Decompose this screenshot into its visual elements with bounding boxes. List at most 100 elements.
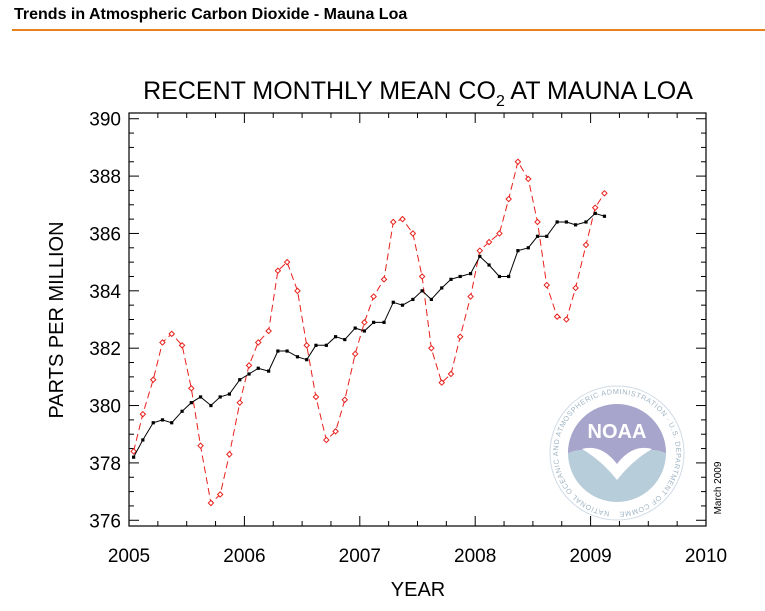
seasonally-corrected-point xyxy=(218,395,222,399)
seasonally-corrected-point xyxy=(564,220,568,224)
monthly-mean-point xyxy=(130,448,137,455)
seasonally-corrected-point xyxy=(160,418,165,422)
y-tick-label: 378 xyxy=(89,454,121,475)
seasonally-corrected-point xyxy=(516,249,520,253)
monthly-mean-point xyxy=(476,247,484,254)
seasonally-corrected-point xyxy=(468,272,473,276)
seasonally-corrected-point xyxy=(420,289,424,293)
x-tick-label: 2007 xyxy=(339,546,381,567)
monthly-mean-point xyxy=(601,189,608,197)
y-tick-label: 382 xyxy=(89,339,121,360)
seasonally-corrected-point xyxy=(362,329,367,333)
seasonally-corrected-point xyxy=(276,349,280,353)
seasonally-corrected-point xyxy=(180,409,184,413)
monthly-mean-point xyxy=(332,428,339,435)
monthly-mean-point xyxy=(514,158,522,166)
monthly-mean-point xyxy=(572,284,579,292)
monthly-mean-point xyxy=(428,344,435,352)
seasonally-corrected-point xyxy=(391,300,395,304)
x-tick-label: 2009 xyxy=(569,546,611,567)
seasonally-corrected-point xyxy=(132,455,136,459)
seasonally-corrected-point xyxy=(170,421,174,425)
date-annotation: March 2009 xyxy=(713,461,724,514)
monthly-mean-point xyxy=(188,385,195,392)
monthly-mean-point xyxy=(582,241,590,249)
page-header-title: Trends in Atmospheric Carbon Dioxide - M… xyxy=(14,6,408,23)
monthly-mean-point xyxy=(159,339,166,346)
y-axis-label: PARTS PER MILLION xyxy=(46,221,68,418)
seasonally-corrected-point xyxy=(429,297,433,302)
seasonally-corrected-point xyxy=(449,277,453,281)
seasonally-corrected-point xyxy=(353,326,357,330)
seasonally-corrected-point xyxy=(238,378,242,382)
seasonally-corrected-point xyxy=(189,401,193,405)
seasonally-corrected-point xyxy=(458,274,462,279)
monthly-mean-point xyxy=(294,287,301,295)
header-divider xyxy=(12,29,765,31)
seasonally-corrected-point xyxy=(305,358,309,362)
monthly-mean-point xyxy=(456,333,464,341)
monthly-mean-point xyxy=(303,342,311,349)
monthly-mean-point xyxy=(323,436,330,444)
axis-ticks xyxy=(128,113,707,526)
monthly-mean-point xyxy=(399,215,406,223)
y-tick-label: 384 xyxy=(89,282,121,303)
chart-title: RECENT MONTHLY MEAN CO2 AT MAUNA LOA xyxy=(143,77,693,110)
seasonally-corrected-point xyxy=(573,223,578,227)
monthly-mean-point xyxy=(496,230,503,237)
noaa-logo-text: NOAA xyxy=(588,421,647,443)
seasonally-corrected-point xyxy=(555,220,559,224)
seasonally-corrected-point xyxy=(295,355,300,359)
monthly-mean-point xyxy=(274,267,282,275)
seasonally-corrected-point xyxy=(227,392,231,396)
seasonally-corrected-point xyxy=(247,372,251,376)
seasonally-corrected-point xyxy=(285,349,289,353)
seasonally-corrected-point xyxy=(497,274,502,279)
seasonally-corrected-point xyxy=(593,211,597,215)
monthly-mean-point xyxy=(591,204,599,211)
monthly-mean-point xyxy=(553,313,561,320)
monthly-mean-point xyxy=(505,195,512,203)
monthly-mean-point xyxy=(226,450,233,458)
monthly-mean-point xyxy=(485,238,493,246)
seasonally-corrected-point xyxy=(209,403,213,408)
x-tick-label: 2005 xyxy=(108,546,150,567)
seasonally-corrected-point xyxy=(256,366,260,370)
y-tick-label: 390 xyxy=(89,110,121,131)
seasonally-corrected-point xyxy=(526,246,530,250)
seasonally-corrected-point xyxy=(267,369,271,373)
monthly-mean-point xyxy=(149,376,157,384)
series-layer xyxy=(130,158,608,507)
y-tick-label: 376 xyxy=(89,511,121,532)
monthly-mean-line xyxy=(133,160,605,505)
monthly-mean-point xyxy=(438,379,446,386)
x-tick-label: 2006 xyxy=(223,546,265,567)
y-tick-label: 380 xyxy=(89,397,121,418)
y-tick-labels: 376 378 380 382 384 386 388 390 xyxy=(89,110,121,533)
seasonally-corrected-point xyxy=(411,297,415,302)
seasonally-corrected-point xyxy=(324,343,328,347)
monthly-mean-point xyxy=(361,319,368,326)
monthly-mean-point xyxy=(216,491,224,498)
seasonally-corrected-point xyxy=(198,395,203,399)
seasonally-corrected-point xyxy=(545,234,549,238)
x-tick-label: 2010 xyxy=(685,546,727,567)
monthly-mean-point xyxy=(467,293,474,300)
monthly-mean-point xyxy=(447,370,455,378)
monthly-mean-point xyxy=(543,281,551,289)
y-tick-label: 386 xyxy=(89,224,121,245)
seasonally-corrected-line xyxy=(133,212,605,458)
x-tick-label: 2008 xyxy=(454,546,496,567)
seasonally-corrected-point xyxy=(478,254,482,259)
monthly-mean-point xyxy=(168,330,176,338)
seasonally-corrected-point xyxy=(372,320,376,324)
x-tick-labels: 2005 2006 2007 2008 2009 2010 xyxy=(108,546,727,567)
monthly-mean-point xyxy=(389,218,397,226)
monthly-mean-point xyxy=(341,396,349,404)
seasonally-corrected-point xyxy=(314,343,318,347)
seasonally-corrected-point xyxy=(440,286,444,290)
seasonally-corrected-point xyxy=(151,421,155,425)
monthly-mean-point xyxy=(245,362,253,369)
monthly-mean-point xyxy=(197,442,204,450)
